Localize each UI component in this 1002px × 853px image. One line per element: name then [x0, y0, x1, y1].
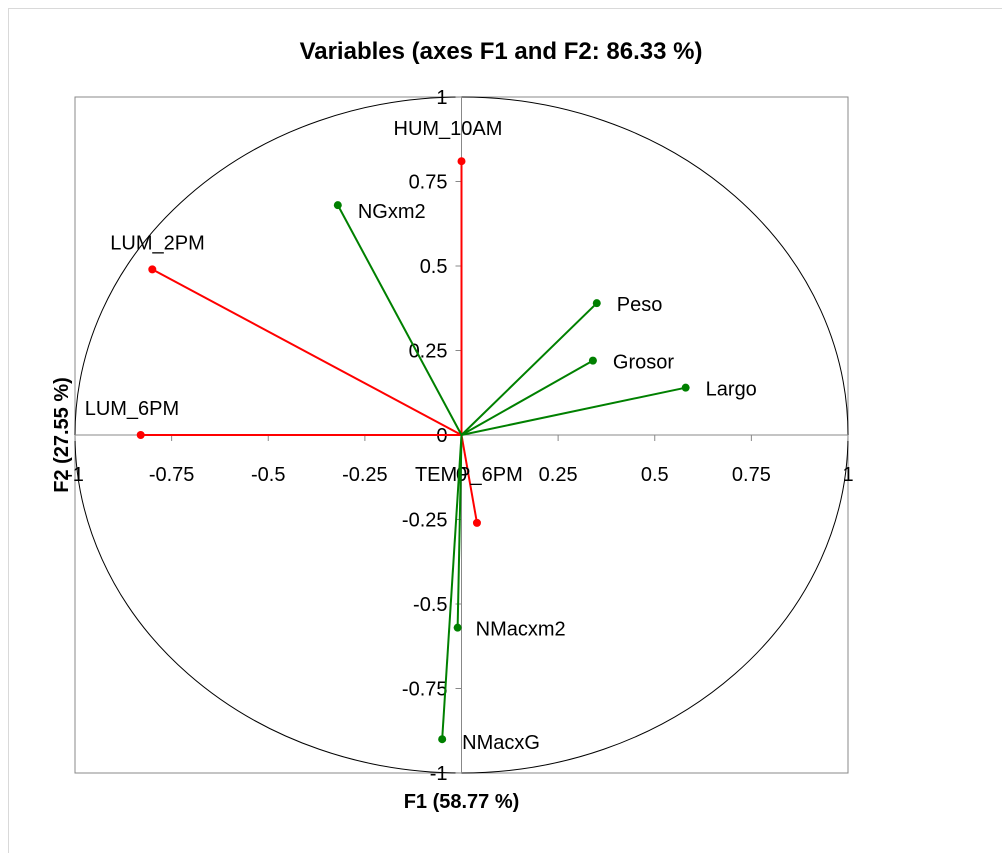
vector-line [461, 359, 594, 436]
x-axis-title: F1 (58.77 %) [404, 791, 520, 813]
y-tick-label: -1 [430, 763, 448, 785]
y-axis-title: F2 (27.55 %) [51, 377, 73, 493]
vector-point [457, 157, 466, 166]
vector-point [472, 518, 481, 527]
x-tick-label: 0.5 [641, 464, 669, 486]
vector-label: NMacxG [462, 732, 540, 754]
vector-label: TEMP_6PM [415, 464, 523, 486]
vector-line [456, 434, 463, 628]
y-tick-label: -0.25 [402, 510, 448, 532]
y-tick-label: -0.5 [413, 594, 447, 616]
y-tick-label: 0.75 [409, 172, 448, 194]
y-tick-label: 1 [436, 87, 447, 109]
vector-point [333, 201, 342, 210]
vector-line [441, 434, 463, 740]
vector-label: HUM_10AM [394, 118, 503, 140]
x-tick-label: -1 [66, 464, 84, 486]
chart-frame [8, 8, 1002, 853]
y-tick-label: 0.25 [409, 341, 448, 363]
y-tick-label: 0.5 [420, 256, 448, 278]
vector-line [460, 302, 598, 436]
vector-label: Grosor [613, 352, 674, 374]
vector-point [136, 431, 145, 439]
vector-line [151, 268, 462, 436]
x-tick-label: 0.25 [539, 464, 578, 486]
vector-label: Peso [617, 294, 663, 316]
x-tick-label: -0.75 [149, 464, 195, 486]
vector-point [438, 735, 447, 744]
y-tick-label: -0.75 [402, 679, 448, 701]
vector-label: NGxm2 [358, 201, 426, 223]
vector-line [336, 204, 463, 436]
x-tick-label: 0.75 [732, 464, 771, 486]
vector-line [461, 386, 686, 436]
vector-label: LUM_6PM [85, 398, 179, 420]
vector-point [148, 265, 157, 274]
vector-label: NMacxm2 [476, 619, 566, 641]
x-tick-label: -0.25 [342, 464, 388, 486]
vector-label: Largo [706, 379, 757, 401]
vector-line [460, 434, 478, 524]
x-tick-label: 1 [842, 464, 853, 486]
vector-point [681, 383, 690, 392]
vector-point [453, 623, 462, 632]
vector-point [588, 356, 597, 365]
vector-label: LUM_2PM [110, 232, 204, 254]
chart-title: Variables (axes F1 and F2: 86.33 %) [299, 38, 703, 65]
vector-point [592, 299, 601, 308]
x-tick-label: -0.5 [251, 464, 285, 486]
